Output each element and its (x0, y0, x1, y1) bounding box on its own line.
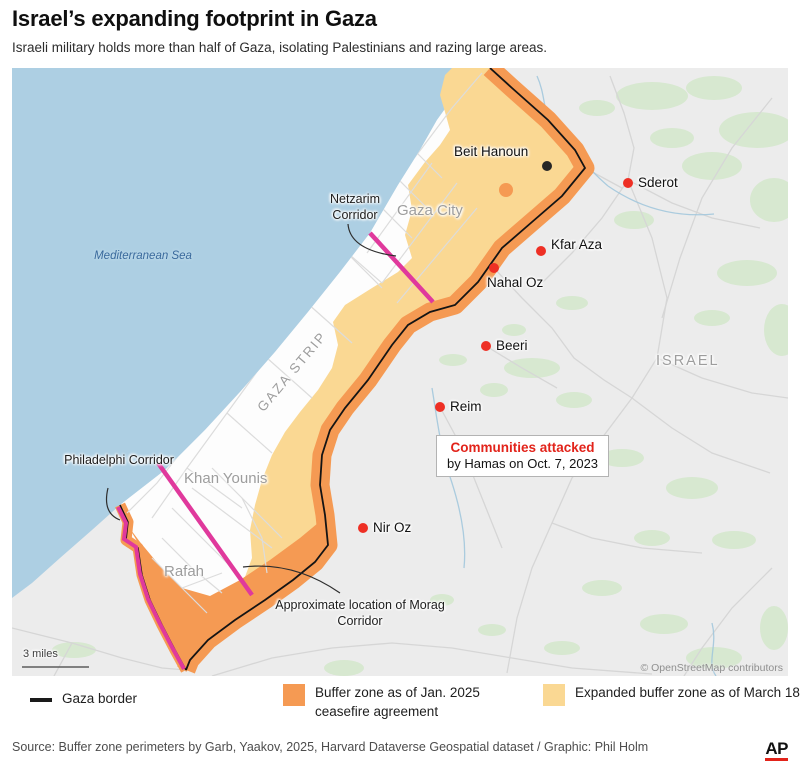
israel-label: ISRAEL (656, 353, 720, 369)
community-dot-beeri (481, 341, 491, 351)
morag-corridor-line (156, 461, 254, 597)
page-subtitle: Israeli military holds more than half of… (12, 40, 548, 55)
philadelphi-corridor-label: Philadelphi Corridor (64, 453, 174, 467)
ap-logo: AP (765, 740, 788, 761)
legend-item-buffer-expanded: Expanded buffer zone as of March 18 (543, 684, 800, 706)
map-svg (12, 68, 788, 676)
community-label-beeri: Beeri (496, 338, 528, 353)
leader-lines (105, 223, 397, 594)
city-label-gaza-city: Gaza City (397, 202, 463, 219)
corridor-lines (116, 231, 435, 670)
communities-attacked-callout: Communities attacked by Hamas on Oct. 7,… (436, 435, 610, 477)
city-label-rafah: Rafah (164, 563, 205, 580)
community-dot-sderot (623, 178, 633, 188)
vegetation-patches (52, 76, 788, 676)
gaza-border-line (185, 68, 587, 671)
community-label-nir-oz: Nir Oz (373, 520, 412, 535)
israel-roads (12, 75, 788, 676)
source-credit: Source: Buffer zone perimeters by Garb, … (12, 740, 649, 754)
footer: Source: Buffer zone perimeters by Garb, … (12, 740, 788, 761)
philadelphi-corridor-line (116, 506, 186, 670)
community-dot-nir-oz (358, 523, 368, 533)
map-canvas: Mediterranean Sea GAZA STRIP ISRAEL Gaza… (12, 68, 788, 676)
buffer-jan-swatch-icon (283, 684, 305, 706)
philadelphi-leader-line (105, 487, 121, 521)
legend-buffer-expanded-label: Expanded buffer zone as of March 18 (575, 685, 800, 700)
community-dot-reim (435, 402, 445, 412)
header: Israel’s expanding footprint in Gaza Isr… (12, 6, 788, 55)
page-title: Israel’s expanding footprint in Gaza (12, 6, 377, 31)
callout-body: by Hamas on Oct. 7, 2023 (447, 456, 599, 471)
legend-item-gaza-border: Gaza border (30, 690, 137, 709)
city-label-beit-hanoun: Beit Hanoun (454, 144, 529, 159)
city-label-khan-younis: Khan Younis (184, 470, 268, 487)
legend-item-buffer-jan: Buffer zone as of Jan. 2025 ceasefire ag… (283, 684, 495, 722)
community-label-kfar-aza: Kfar Aza (551, 237, 603, 252)
sea-label: Mediterranean Sea (94, 250, 192, 262)
community-dot-kfar-aza (536, 246, 546, 256)
netzarim-corridor-line (368, 231, 435, 304)
legend-buffer-jan-label: Buffer zone as of Jan. 2025 ceasefire ag… (315, 685, 480, 719)
community-dot-nahal-oz (489, 263, 499, 273)
callout-title: Communities attacked (450, 440, 595, 455)
morag-corridor-label: Approximate location of Morag Corridor (275, 598, 445, 628)
mediterranean-sea (12, 68, 483, 598)
morag-leader-line (242, 565, 341, 594)
community-label-sderot: Sderot (638, 175, 678, 190)
scale-label: 3 miles (23, 648, 58, 660)
gaza-border-swatch-icon (30, 698, 52, 702)
buffer-expanded-swatch-icon (543, 684, 565, 706)
beit-hanoun-dot-icon (542, 161, 552, 171)
community-label-reim: Reim (450, 399, 482, 414)
netzarim-leader-line (347, 223, 397, 257)
legend-gaza-border-label: Gaza border (62, 691, 138, 706)
community-label-nahal-oz: Nahal Oz (487, 275, 544, 290)
netzarim-corridor-label: Netzarim Corridor (329, 192, 380, 222)
expanded-buffer-zone (208, 68, 585, 640)
osm-attribution: © OpenStreetMap contributors (640, 662, 783, 674)
legend: Gaza border Buffer zone as of Jan. 2025 … (12, 684, 800, 736)
